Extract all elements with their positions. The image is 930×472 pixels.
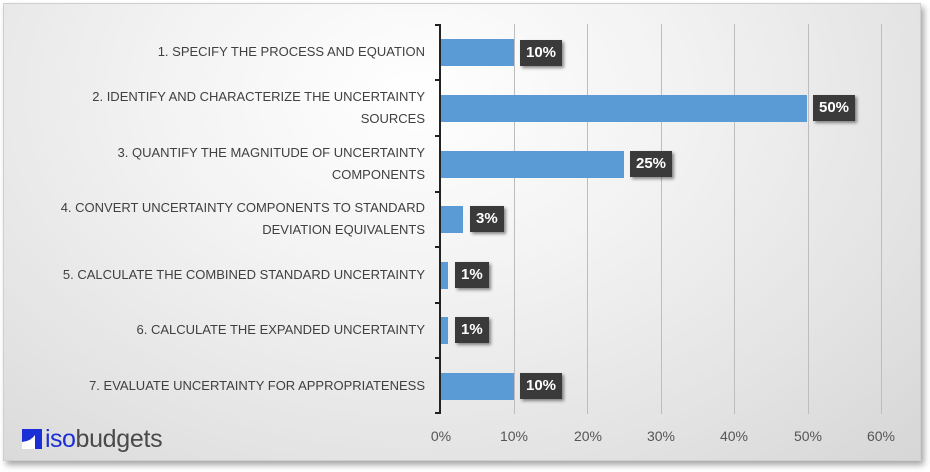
axis-tick: [435, 246, 441, 248]
data-label-5: 1%: [455, 262, 489, 288]
data-label-3: 25%: [630, 151, 673, 177]
x-tick-label: 20%: [573, 428, 603, 444]
axis-tick: [435, 302, 441, 304]
bar-4[interactable]: [441, 206, 463, 233]
x-tick-label: 40%: [719, 428, 749, 444]
bar-1[interactable]: [441, 39, 514, 66]
data-label-4: 3%: [470, 206, 504, 232]
category-label-7: 7. EVALUATE UNCERTAINTY FOR APPROPRIATEN…: [0, 375, 425, 397]
axis-tick: [435, 24, 441, 26]
gridline: [734, 24, 735, 414]
category-label-3: 3. QUANTIFY THE MAGNITUDE OF UNCERTAINTY…: [0, 142, 425, 186]
x-tick-label: 60%: [866, 428, 896, 444]
category-text: 3. QUANTIFY THE MAGNITUDE OF UNCERTAINTY: [117, 145, 425, 160]
x-tick-label: 50%: [793, 428, 823, 444]
bar-5[interactable]: [441, 262, 448, 289]
category-label-5: 5. CALCULATE THE COMBINED STANDARD UNCER…: [0, 264, 425, 286]
axis-tick: [435, 357, 441, 359]
category-label-2: 2. IDENTIFY AND CHARACTERIZE THE UNCERTA…: [0, 86, 425, 130]
category-text: 2. IDENTIFY AND CHARACTERIZE THE UNCERTA…: [92, 89, 425, 104]
bar-3[interactable]: [441, 151, 624, 178]
bar-6[interactable]: [441, 317, 448, 344]
gridline: [881, 24, 882, 414]
x-tick-label: 0%: [430, 428, 452, 444]
category-text: SOURCES: [360, 111, 425, 126]
category-label-6: 6. CALCULATE THE EXPANDED UNCERTAINTY: [0, 319, 425, 341]
gridline: [808, 24, 809, 414]
axis-tick: [435, 412, 441, 414]
category-text: COMPONENTS: [331, 167, 425, 182]
axis-tick: [435, 191, 441, 193]
x-tick-label: 30%: [646, 428, 676, 444]
logo-mark-icon: [22, 429, 42, 449]
axis-tick: [435, 135, 441, 137]
data-label-7: 10%: [520, 373, 563, 399]
bar-2[interactable]: [441, 95, 807, 122]
category-text: 1. SPECIFY THE PROCESS AND EQUATION: [157, 44, 425, 59]
axis-tick: [435, 79, 441, 81]
plot-area: 10% 50% 25% 3% 1% 1% 10%: [435, 24, 882, 414]
category-text: 4. CONVERT UNCERTAINTY COMPONENTS TO STA…: [60, 200, 425, 215]
data-label-1: 10%: [520, 40, 563, 66]
bar-7[interactable]: [441, 373, 514, 400]
y-axis: [439, 24, 441, 414]
category-text: DEVIATION EQUIVALENTS: [262, 222, 425, 237]
category-text: 6. CALCULATE THE EXPANDED UNCERTAINTY: [136, 322, 425, 337]
category-text: 5. CALCULATE THE COMBINED STANDARD UNCER…: [62, 267, 425, 282]
logo-text-iso: iso: [45, 424, 76, 453]
x-tick-label: 10%: [499, 428, 529, 444]
category-label-4: 4. CONVERT UNCERTAINTY COMPONENTS TO STA…: [0, 197, 425, 241]
logo-text-budgets: budgets: [75, 424, 163, 453]
gridline: [661, 24, 662, 414]
isobudgets-logo: iso budgets: [22, 424, 163, 453]
data-label-2: 50%: [813, 95, 856, 121]
category-label-1: 1. SPECIFY THE PROCESS AND EQUATION: [0, 41, 425, 63]
category-text: 7. EVALUATE UNCERTAINTY FOR APPROPRIATEN…: [89, 378, 425, 393]
data-label-6: 1%: [455, 317, 489, 343]
gridline: [514, 24, 515, 414]
gridline: [587, 24, 588, 414]
